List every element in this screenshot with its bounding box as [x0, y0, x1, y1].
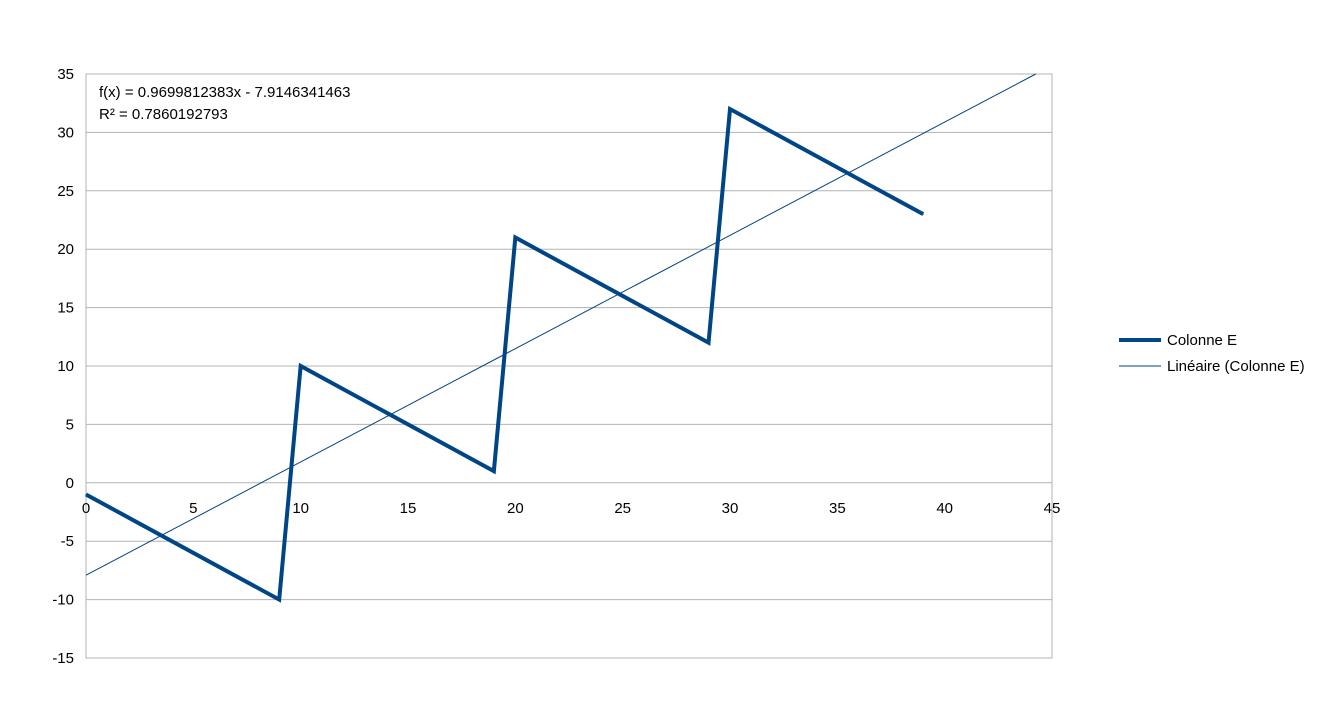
y-tick-label: 0	[66, 475, 74, 492]
y-tick-label: -5	[61, 533, 74, 550]
data-point	[85, 493, 87, 495]
x-tick-label: 30	[722, 500, 739, 517]
grid-lines	[86, 73, 1052, 659]
trendline	[85, 73, 1036, 576]
trendline-equation: f(x) = 0.9699812383x - 7.9146341463	[99, 84, 350, 101]
legend-label-trendline: Linéaire (Colonne E)	[1167, 358, 1305, 375]
y-tick-label: 10	[57, 358, 74, 375]
x-axis-ticks: 0 5 10 15 20 25 30 35 40 45	[82, 500, 1061, 517]
y-tick-label: 5	[66, 416, 74, 433]
x-tick-label: 45	[1044, 500, 1061, 517]
data-point	[278, 599, 280, 601]
x-tick-label: 10	[292, 500, 309, 517]
x-tick-label: 5	[189, 500, 197, 517]
y-tick-label: 35	[57, 66, 74, 83]
y-tick-label: 30	[57, 124, 74, 141]
y-tick-label: -10	[52, 592, 74, 609]
x-tick-label: 25	[614, 500, 631, 517]
series-line	[85, 105, 925, 603]
data-point	[729, 108, 731, 110]
data-point	[300, 365, 302, 367]
series-layer	[85, 73, 1036, 603]
y-tick-label: 15	[57, 300, 74, 317]
data-point	[493, 470, 495, 472]
x-tick-label: 35	[829, 500, 846, 517]
y-axis-ticks: -15 -10 -5 0 5 10 15 20 25 30 35	[52, 66, 74, 667]
x-tick-label: 20	[507, 500, 524, 517]
x-tick-label: 0	[82, 500, 90, 517]
data-point	[514, 237, 516, 239]
y-tick-label: -15	[52, 650, 74, 667]
y-tick-label: 25	[57, 183, 74, 200]
data-point	[922, 213, 924, 215]
data-point	[708, 342, 710, 344]
x-tick-label: 15	[400, 500, 417, 517]
x-tick-label: 40	[936, 500, 953, 517]
legend-label-series: Colonne E	[1167, 332, 1237, 349]
legend: Colonne E Linéaire (Colonne E)	[1119, 332, 1305, 375]
y-tick-label: 20	[57, 241, 74, 258]
plot-frame	[85, 73, 1053, 659]
trendline-r-squared: R² = 0.7860192793	[99, 106, 228, 123]
